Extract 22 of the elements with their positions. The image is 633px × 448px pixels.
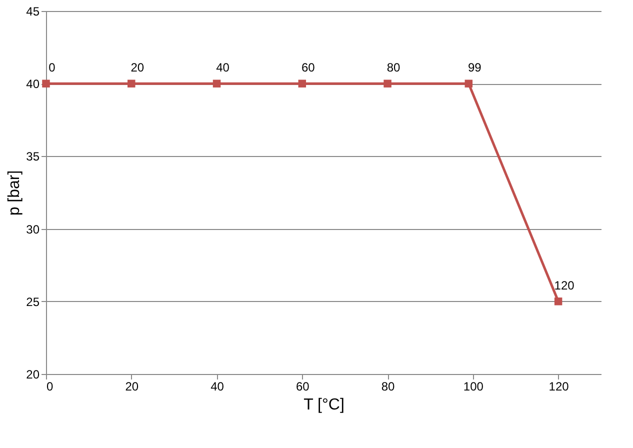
x-tick-label: 120 bbox=[548, 380, 570, 394]
x-tick-label: 60 bbox=[296, 380, 310, 394]
y-tick-label: 40 bbox=[26, 77, 40, 92]
annotation: 99 bbox=[468, 60, 482, 75]
x-tick-label: 0 bbox=[46, 380, 54, 394]
annotation: 80 bbox=[386, 60, 401, 75]
y-tick-label: 25 bbox=[26, 294, 40, 309]
annotation: 20 bbox=[130, 60, 144, 75]
annotation: 120 bbox=[554, 278, 575, 292]
annotation: 0 bbox=[48, 60, 56, 75]
x-tick-label: 40 bbox=[210, 380, 224, 394]
y-axis-title: p [bar] bbox=[6, 170, 24, 216]
y-tick-label: 20 bbox=[26, 368, 40, 382]
annotation: 60 bbox=[301, 60, 316, 75]
x-axis-title: T [°C] bbox=[304, 396, 344, 414]
annotation: 40 bbox=[216, 60, 230, 75]
y-tick-label: 45 bbox=[26, 4, 40, 18]
x-tick-label: 20 bbox=[125, 380, 139, 394]
x-tick-label: 100 bbox=[463, 380, 484, 394]
y-tick-label: 35 bbox=[26, 150, 40, 164]
x-tick-label: 80 bbox=[381, 380, 396, 394]
y-tick-label: 30 bbox=[26, 222, 40, 236]
